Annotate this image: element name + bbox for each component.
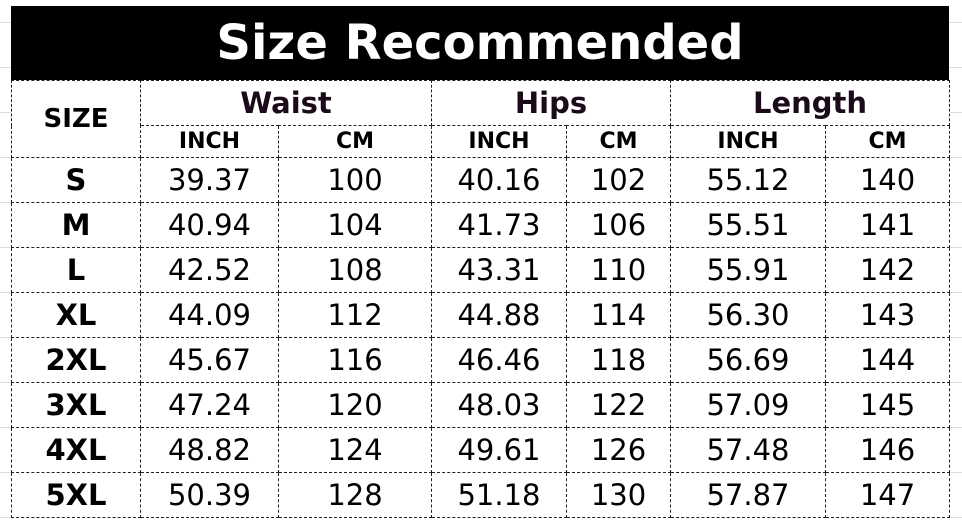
unit-header: CM bbox=[566, 125, 671, 158]
value-cell: 57.09 bbox=[670, 382, 826, 428]
unit-header: INCH bbox=[670, 125, 826, 158]
table-row: 2XL 45.67 116 46.46 118 56.69 144 bbox=[11, 337, 950, 383]
value-cell: 100 bbox=[278, 157, 432, 203]
value-cell: 57.87 bbox=[670, 472, 826, 518]
table-row: S 39.37 100 40.16 102 55.12 140 bbox=[11, 157, 950, 203]
size-cell: 5XL bbox=[11, 472, 141, 518]
value-cell: 143 bbox=[825, 292, 950, 338]
size-cell: L bbox=[11, 247, 141, 293]
table-row: 3XL 47.24 120 48.03 122 57.09 145 bbox=[11, 382, 950, 428]
value-cell: 116 bbox=[278, 337, 432, 383]
size-header: SIZE bbox=[11, 80, 141, 158]
value-cell: 108 bbox=[278, 247, 432, 293]
value-cell: 142 bbox=[825, 247, 950, 293]
size-cell: XL bbox=[11, 292, 141, 338]
value-cell: 122 bbox=[566, 382, 671, 428]
value-cell: 104 bbox=[278, 202, 432, 248]
size-cell: 4XL bbox=[11, 427, 141, 473]
value-cell: 114 bbox=[566, 292, 671, 338]
size-cell: M bbox=[11, 202, 141, 248]
value-cell: 47.24 bbox=[140, 382, 279, 428]
size-cell: 2XL bbox=[11, 337, 141, 383]
value-cell: 128 bbox=[278, 472, 432, 518]
waist-header: Waist bbox=[140, 80, 432, 126]
value-cell: 43.31 bbox=[431, 247, 567, 293]
value-cell: 42.52 bbox=[140, 247, 279, 293]
value-cell: 56.30 bbox=[670, 292, 826, 338]
value-cell: 48.03 bbox=[431, 382, 567, 428]
value-cell: 46.46 bbox=[431, 337, 567, 383]
value-cell: 55.51 bbox=[670, 202, 826, 248]
value-cell: 41.73 bbox=[431, 202, 567, 248]
table-row: L 42.52 108 43.31 110 55.91 142 bbox=[11, 247, 950, 293]
value-cell: 45.67 bbox=[140, 337, 279, 383]
unit-header: INCH bbox=[431, 125, 567, 158]
value-cell: 130 bbox=[566, 472, 671, 518]
unit-header: INCH bbox=[140, 125, 279, 158]
value-cell: 140 bbox=[825, 157, 950, 203]
table-row: M 40.94 104 41.73 106 55.51 141 bbox=[11, 202, 950, 248]
value-cell: 49.61 bbox=[431, 427, 567, 473]
value-cell: 51.18 bbox=[431, 472, 567, 518]
value-cell: 102 bbox=[566, 157, 671, 203]
size-table: SIZE Waist Hips Length INCH CM INCH CM I… bbox=[11, 80, 950, 518]
value-cell: 146 bbox=[825, 427, 950, 473]
page-title: Size Recommended bbox=[11, 6, 949, 80]
size-cell: 3XL bbox=[11, 382, 141, 428]
value-cell: 55.91 bbox=[670, 247, 826, 293]
table-row: 4XL 48.82 124 49.61 126 57.48 146 bbox=[11, 427, 950, 473]
size-cell: S bbox=[11, 157, 141, 203]
value-cell: 124 bbox=[278, 427, 432, 473]
value-cell: 110 bbox=[566, 247, 671, 293]
value-cell: 48.82 bbox=[140, 427, 279, 473]
value-cell: 40.16 bbox=[431, 157, 567, 203]
header-row: SIZE Waist Hips Length bbox=[11, 80, 950, 158]
unit-row: INCH CM INCH CM INCH CM bbox=[12, 125, 950, 158]
value-cell: 147 bbox=[825, 472, 950, 518]
value-cell: 55.12 bbox=[670, 157, 826, 203]
value-cell: 144 bbox=[825, 337, 950, 383]
table-row: XL 44.09 112 44.88 114 56.30 143 bbox=[11, 292, 950, 338]
value-cell: 141 bbox=[825, 202, 950, 248]
value-cell: 40.94 bbox=[140, 202, 279, 248]
value-cell: 50.39 bbox=[140, 472, 279, 518]
table-row: 5XL 50.39 128 51.18 130 57.87 147 bbox=[11, 472, 950, 518]
unit-header: CM bbox=[825, 125, 950, 158]
unit-header: CM bbox=[278, 125, 432, 158]
value-cell: 126 bbox=[566, 427, 671, 473]
value-cell: 56.69 bbox=[670, 337, 826, 383]
value-cell: 145 bbox=[825, 382, 950, 428]
value-cell: 57.48 bbox=[670, 427, 826, 473]
length-header: Length bbox=[670, 80, 950, 126]
value-cell: 112 bbox=[278, 292, 432, 338]
value-cell: 44.88 bbox=[431, 292, 567, 338]
value-cell: 39.37 bbox=[140, 157, 279, 203]
value-cell: 118 bbox=[566, 337, 671, 383]
value-cell: 120 bbox=[278, 382, 432, 428]
value-cell: 44.09 bbox=[140, 292, 279, 338]
hips-header: Hips bbox=[431, 80, 671, 126]
value-cell: 106 bbox=[566, 202, 671, 248]
